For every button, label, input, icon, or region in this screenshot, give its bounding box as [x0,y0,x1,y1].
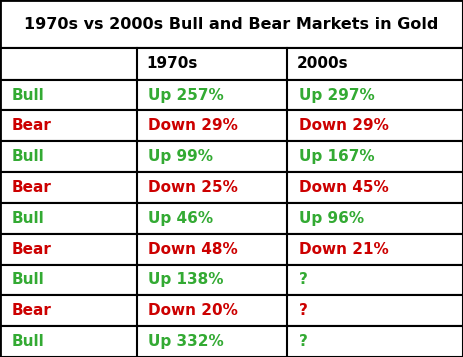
Text: Bull: Bull [12,334,44,349]
Text: 1970s vs 2000s Bull and Bear Markets in Gold: 1970s vs 2000s Bull and Bear Markets in … [25,16,438,32]
Text: Bull: Bull [12,149,44,164]
Text: Down 25%: Down 25% [148,180,238,195]
Bar [0,295,463,326]
Text: Down 20%: Down 20% [148,303,238,318]
Text: ?: ? [299,334,307,349]
Bar [0,0,463,48]
Text: Up 138%: Up 138% [148,272,224,287]
Text: Bull: Bull [12,272,44,287]
Text: Up 332%: Up 332% [148,334,224,349]
Text: Bull: Bull [12,211,44,226]
Text: Down 29%: Down 29% [299,118,388,134]
Text: Up 167%: Up 167% [299,149,374,164]
Bar [0,48,463,80]
Bar [0,265,463,295]
Text: Down 48%: Down 48% [148,242,238,257]
Bar [0,80,463,110]
Text: ?: ? [299,303,307,318]
Bar [0,172,463,203]
Text: Up 297%: Up 297% [299,87,375,102]
Text: Up 46%: Up 46% [148,211,213,226]
Bar [0,203,463,234]
Text: Down 21%: Down 21% [299,242,388,257]
Text: Bear: Bear [12,303,51,318]
Text: ?: ? [299,272,307,287]
Text: Down 29%: Down 29% [148,118,238,134]
Text: Bear: Bear [12,180,51,195]
Text: Down 45%: Down 45% [299,180,388,195]
Text: Up 96%: Up 96% [299,211,364,226]
Text: 2000s: 2000s [296,56,348,71]
Text: Bear: Bear [12,242,51,257]
Bar [0,326,463,357]
Bar [0,141,463,172]
Text: Bull: Bull [12,87,44,102]
Text: 1970s: 1970s [146,56,197,71]
Text: Up 99%: Up 99% [148,149,213,164]
Text: Bear: Bear [12,118,51,134]
Bar [0,110,463,141]
Bar [0,234,463,265]
Text: Up 257%: Up 257% [148,87,224,102]
